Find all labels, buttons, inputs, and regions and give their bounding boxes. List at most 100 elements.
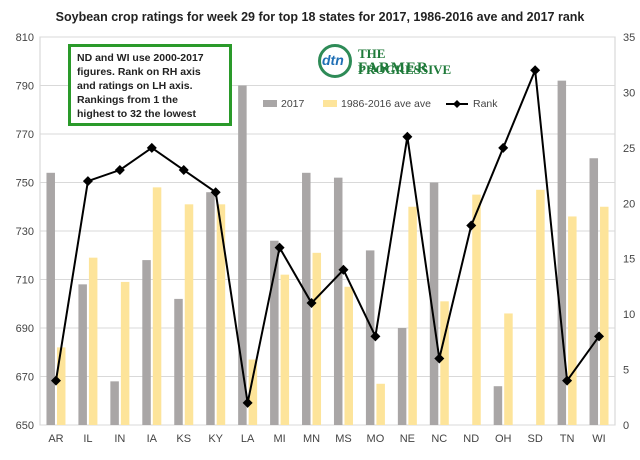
rank-point-marker [210, 187, 221, 198]
x-axis-category-label: MO [367, 433, 385, 445]
bar-series-2017 [238, 85, 247, 425]
bar-series-average [472, 194, 481, 425]
x-axis-category-label: KS [176, 433, 191, 445]
rank-point-marker [594, 331, 605, 342]
bar-series-2017 [206, 192, 215, 425]
x-axis-category-label: NC [431, 433, 447, 445]
rank-point-marker [178, 165, 189, 176]
left-axis-tick-label: 770 [16, 129, 34, 141]
bar-series-average [536, 189, 545, 425]
x-axis-category-label: AR [48, 433, 63, 445]
left-axis-tick-label: 750 [16, 178, 34, 190]
right-axis-tick-label: 0 [623, 420, 629, 432]
rank-point-marker [370, 331, 381, 342]
legend-swatch-average [323, 100, 337, 107]
legend-label-rank: Rank [473, 98, 498, 110]
bar-series-2017 [46, 172, 55, 425]
x-axis-category-label: TN [560, 433, 575, 445]
bar-series-2017 [365, 250, 375, 425]
legend-swatch-2017 [263, 100, 277, 107]
bar-series-average [440, 301, 449, 425]
x-axis-category-label: IA [147, 433, 158, 445]
bar-series-2017 [333, 177, 343, 425]
logo-brand-line-1: THE PROGRESSIVE [358, 46, 452, 77]
x-axis-category-label: IN [114, 433, 125, 445]
rank-point-marker [242, 397, 253, 408]
dtn-progressive-farmer-logo: dtn THE PROGRESSIVE FARMER [318, 42, 468, 82]
bar-series-2017 [302, 172, 311, 425]
x-axis-category-label: ND [463, 433, 479, 445]
bar-series-2017 [397, 328, 407, 425]
bar-series-average [120, 281, 130, 425]
dtn-logo-text: dtn [322, 52, 344, 68]
dtn-logo-circle [318, 44, 352, 78]
x-axis-category-label: MN [303, 433, 320, 445]
rank-series-line [54, 69, 600, 404]
bar-series-2017 [493, 386, 503, 425]
bar-series-2017 [589, 158, 599, 425]
rank-point-marker [402, 131, 413, 142]
x-axis-category-label: NE [400, 433, 415, 445]
bar-series-average [280, 274, 290, 425]
rank-point-marker [50, 375, 61, 386]
rank-point-marker [562, 375, 573, 386]
right-axis-tick-label: 15 [623, 254, 635, 266]
rank-point-marker [530, 65, 541, 76]
bar-series-average [216, 204, 226, 425]
x-axis-category-label: LA [241, 433, 255, 445]
right-axis-tick-label: 20 [623, 198, 635, 210]
x-axis-category-label: WI [592, 433, 605, 445]
left-axis-tick-label: 790 [16, 81, 34, 93]
bar-series-2017 [174, 298, 183, 425]
left-axis-tick-label: 690 [16, 323, 34, 335]
left-axis-tick-label: 810 [16, 32, 34, 44]
bar-series-average [600, 206, 609, 425]
left-axis-tick-label: 670 [16, 372, 34, 384]
logo-brand-line-2: FARMER [358, 60, 429, 76]
bar-series-2017 [142, 260, 151, 425]
bar-series-average [376, 383, 385, 425]
chart-title: Soybean crop ratings for week 29 for top… [55, 10, 585, 24]
x-axis-category-label: KY [208, 433, 223, 445]
x-axis-category-label: MS [335, 433, 352, 445]
bar-series-average [248, 359, 258, 425]
left-axis-tick-label: 650 [16, 420, 34, 432]
rank-point-marker [338, 264, 349, 275]
legend-label-2017: 2017 [281, 98, 305, 110]
right-axis-tick-label: 5 [623, 365, 629, 377]
rank-point-marker [146, 142, 157, 153]
rank-point-marker [466, 220, 477, 231]
bar-series-2017 [78, 284, 87, 425]
rank-point-marker [434, 353, 445, 364]
bar-series-average [504, 313, 513, 425]
bar-series-average [56, 347, 66, 425]
bar-series-average [88, 257, 98, 425]
x-axis-category-label: SD [527, 433, 542, 445]
bar-series-2017 [429, 182, 439, 425]
rank-point-marker [82, 176, 93, 187]
bar-series-average [344, 286, 353, 425]
annotation-note: ND and WI use 2000-2017 figures. Rank on… [68, 44, 232, 126]
legend-marker-rank [453, 100, 461, 108]
bar-series-average [568, 216, 577, 425]
bar-series-average [152, 187, 162, 425]
bar-series-average [184, 204, 194, 425]
bar-series-2017 [557, 80, 567, 426]
right-axis-tick-label: 30 [623, 87, 635, 99]
right-axis-tick-label: 35 [623, 32, 635, 44]
rank-point-marker [274, 242, 285, 253]
bar-series-2017 [110, 381, 119, 425]
x-axis-category-label: OH [495, 433, 512, 445]
bar-series-2017 [270, 240, 279, 425]
rank-point-marker [498, 142, 509, 153]
right-axis-tick-label: 25 [623, 143, 635, 155]
x-axis-category-label: IL [83, 433, 92, 445]
left-axis-tick-label: 730 [16, 226, 34, 238]
bar-series-average [312, 252, 322, 425]
right-axis-tick-label: 10 [623, 309, 635, 321]
legend-label-average: 1986-2016 ave ave [341, 98, 431, 110]
rank-point-marker [306, 298, 317, 309]
x-axis-category-label: MI [273, 433, 285, 445]
rank-point-marker [114, 165, 125, 176]
